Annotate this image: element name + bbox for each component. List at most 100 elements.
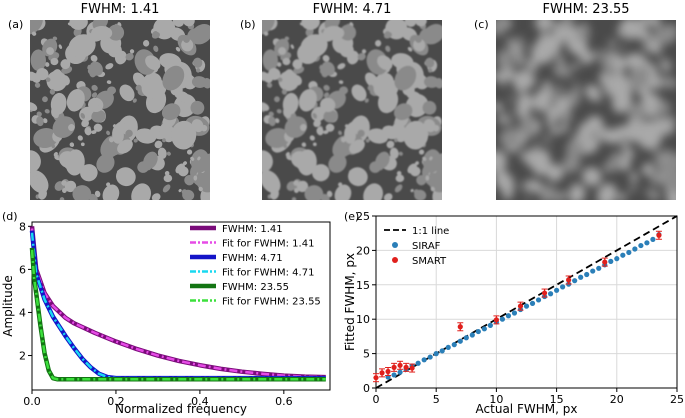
grain xyxy=(338,80,344,84)
grain xyxy=(157,147,167,159)
grain xyxy=(429,156,433,161)
grain xyxy=(262,20,275,35)
grain xyxy=(283,69,294,83)
grain xyxy=(30,20,43,35)
grain xyxy=(276,62,282,67)
grain xyxy=(166,151,171,156)
grain xyxy=(53,151,58,157)
data-point-smart xyxy=(379,370,385,376)
grain xyxy=(121,122,126,127)
grain xyxy=(141,78,167,99)
grain xyxy=(64,180,77,193)
grain xyxy=(162,138,166,143)
grain xyxy=(262,49,278,72)
grain xyxy=(175,46,181,52)
grain xyxy=(546,113,552,119)
grain xyxy=(129,49,135,54)
grain xyxy=(178,166,189,177)
grain xyxy=(591,129,599,138)
grain xyxy=(583,139,599,154)
panel-title-a: FWHM: 1.41 xyxy=(80,2,160,17)
data-point-siraf xyxy=(463,335,469,341)
grain xyxy=(106,130,110,136)
y-tick-label-e: 25 xyxy=(356,210,370,223)
data-point-siraf xyxy=(620,252,626,258)
grain xyxy=(609,151,624,170)
data-point-siraf xyxy=(397,369,403,375)
grain xyxy=(94,190,101,198)
grain xyxy=(648,20,661,27)
grain xyxy=(496,170,515,194)
grain xyxy=(496,176,504,184)
grain xyxy=(162,65,185,91)
grain xyxy=(195,68,201,73)
grain xyxy=(339,86,349,95)
grain xyxy=(31,31,37,36)
grain xyxy=(628,65,651,91)
grain xyxy=(107,86,117,95)
grain xyxy=(80,142,85,147)
grain xyxy=(430,186,435,192)
grain xyxy=(568,184,586,200)
grain xyxy=(425,175,430,181)
grain xyxy=(114,50,127,65)
data-point-siraf xyxy=(451,342,457,348)
grain xyxy=(649,161,653,166)
data-point-siraf xyxy=(614,256,620,262)
x-tick-label-d: 0.4 xyxy=(191,395,209,408)
grain xyxy=(547,119,556,128)
grain xyxy=(323,92,330,98)
x-axis-label-d: Normalized frequency xyxy=(115,402,247,416)
legend-label: SIRAF xyxy=(412,241,441,252)
grain xyxy=(347,123,354,131)
grain xyxy=(662,167,676,193)
grain xyxy=(422,149,442,173)
grain xyxy=(323,110,338,123)
grain xyxy=(151,193,161,200)
grain xyxy=(151,32,160,39)
grain xyxy=(571,63,580,70)
grain xyxy=(89,193,98,200)
grain xyxy=(659,57,669,68)
grain xyxy=(46,47,55,55)
grain xyxy=(591,52,600,61)
grain xyxy=(497,31,503,36)
grain xyxy=(326,190,333,198)
grain xyxy=(414,20,427,27)
grain xyxy=(196,167,210,193)
grain xyxy=(395,174,405,183)
grain xyxy=(284,36,290,41)
grain xyxy=(58,44,63,49)
grain xyxy=(628,184,637,193)
grain xyxy=(394,65,417,91)
grain xyxy=(135,128,157,144)
grain xyxy=(276,108,282,114)
data-point-smart xyxy=(602,259,608,265)
grain xyxy=(528,187,533,194)
data-point-siraf xyxy=(475,328,481,335)
grain xyxy=(555,193,564,200)
grain xyxy=(572,130,576,136)
grain xyxy=(178,189,182,193)
grain xyxy=(91,84,98,91)
grain xyxy=(68,124,75,131)
grain xyxy=(92,20,109,31)
grain xyxy=(52,116,76,138)
grain xyxy=(80,113,86,119)
data-point-siraf xyxy=(481,326,487,332)
grain xyxy=(327,101,332,106)
grain xyxy=(154,140,163,149)
grain xyxy=(69,20,88,30)
data-point-siraf xyxy=(499,316,506,322)
grain xyxy=(510,62,516,67)
grain xyxy=(297,149,317,176)
grain xyxy=(294,187,299,194)
data-point-siraf xyxy=(547,291,554,297)
grain xyxy=(377,55,393,71)
grain xyxy=(91,92,98,98)
y-axis-label-e: Fitted FWHM, px xyxy=(343,253,357,351)
grain xyxy=(581,167,602,187)
data-point-siraf xyxy=(560,284,566,290)
grain xyxy=(648,35,656,43)
grain xyxy=(389,147,399,159)
